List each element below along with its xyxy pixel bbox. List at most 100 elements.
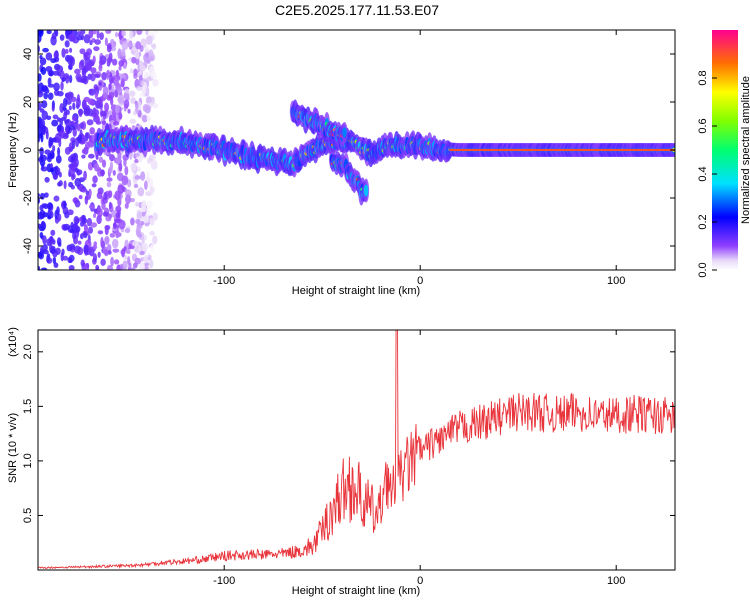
noise-speck xyxy=(96,265,100,270)
noise-speck xyxy=(85,62,92,71)
noise-speck xyxy=(74,200,81,208)
noise-speck xyxy=(55,154,62,164)
noise-speck xyxy=(38,30,44,37)
noise-speck xyxy=(135,51,140,60)
noise-speck xyxy=(90,67,97,74)
noise-speck xyxy=(144,46,149,53)
noise-speck xyxy=(58,171,62,178)
snr-xlabel: Height of straight line (km) xyxy=(292,585,420,597)
noise-speck xyxy=(92,244,98,250)
noise-speck xyxy=(118,113,123,120)
noise-speck xyxy=(42,249,49,255)
noise-speck xyxy=(106,69,111,78)
noise-speck xyxy=(145,86,150,96)
noise-speck xyxy=(38,265,41,270)
x-tick-label: 100 xyxy=(607,575,625,587)
colorbar-tick-label: 0.6 xyxy=(697,118,709,133)
noise-speck xyxy=(73,158,79,168)
noise-speck xyxy=(83,34,91,44)
y-tick-label: 1.0 xyxy=(22,453,34,468)
noise-speck xyxy=(148,49,154,57)
spectrogram-ticks: -100 0 100 -40 -20 0 20 40 xyxy=(22,30,675,287)
noise-speck xyxy=(97,251,101,258)
noise-speck xyxy=(115,212,121,219)
noise-speck xyxy=(50,35,57,46)
noise-speck xyxy=(40,66,47,75)
noise-speck xyxy=(143,235,147,241)
colorbar-tick-label: 0.4 xyxy=(697,166,709,181)
noise-speck xyxy=(104,248,109,257)
noise-speck xyxy=(151,43,157,50)
x-tick-label: -100 xyxy=(213,575,235,587)
noise-speck xyxy=(71,174,75,181)
noise-speck xyxy=(134,175,142,180)
noise-speck xyxy=(136,30,143,36)
noise-speck xyxy=(112,58,118,66)
noise-speck xyxy=(63,73,70,80)
noise-speck xyxy=(141,40,147,46)
noise-speck xyxy=(79,48,86,55)
noise-speck xyxy=(64,119,70,124)
noise-speck xyxy=(96,115,100,125)
x-tick-label: 0 xyxy=(417,575,423,587)
noise-speck xyxy=(68,265,75,270)
noise-speck xyxy=(109,74,113,85)
noise-speck xyxy=(40,166,48,172)
noise-speck xyxy=(52,256,57,265)
noise-speck xyxy=(40,267,48,270)
noise-speck xyxy=(131,56,137,64)
colorbar-tick-label: 0.8 xyxy=(697,70,709,85)
noise-speck xyxy=(49,210,54,219)
spectrogram-xlabel: Height of straight line (km) xyxy=(292,285,420,297)
noise-speck xyxy=(92,55,96,64)
noise-speck xyxy=(96,97,102,104)
noise-speck xyxy=(111,42,117,48)
noise-speck xyxy=(39,192,45,200)
noise-speck xyxy=(65,30,73,36)
noise-speck xyxy=(41,100,48,109)
noise-speck xyxy=(53,82,60,91)
noise-speck xyxy=(130,162,137,172)
colorbar-tick-label: 0.2 xyxy=(697,214,709,229)
y-tick-label: 1.5 xyxy=(22,399,34,414)
noise-speck xyxy=(121,48,126,57)
noise-speck xyxy=(50,137,57,143)
noise-speck xyxy=(64,125,69,134)
noise-speck xyxy=(70,156,75,163)
noise-speck xyxy=(145,77,152,82)
noise-speck xyxy=(90,222,98,228)
noise-speck xyxy=(47,202,53,210)
colorbar-label: Normalized spectral amplitude xyxy=(740,76,750,224)
noise-speck xyxy=(84,141,90,151)
noise-speck xyxy=(135,201,139,207)
noise-speck xyxy=(59,103,65,114)
noise-speck xyxy=(59,70,65,80)
noise-speck xyxy=(127,41,132,48)
noise-speck xyxy=(45,65,53,72)
noise-speck xyxy=(144,104,151,114)
noise-speck xyxy=(76,34,83,41)
noise-speck xyxy=(111,109,117,118)
noise-speck xyxy=(76,31,82,36)
noise-speck xyxy=(71,139,76,150)
noise-speck xyxy=(69,47,73,53)
noise-speck xyxy=(74,177,82,187)
snr-chart: -100 0 100 0.5 1.0 1.5 2.0 (x10⁴) Height of st… xyxy=(7,327,676,597)
noise-speck xyxy=(100,258,106,266)
noise-speck xyxy=(134,101,139,110)
noise-speck xyxy=(50,229,56,236)
noise-speck xyxy=(104,236,110,245)
noise-speck xyxy=(120,78,125,88)
noise-speck xyxy=(112,121,120,126)
noise-speck xyxy=(135,57,140,66)
noise-speck xyxy=(40,124,46,135)
noise-speck xyxy=(88,204,95,209)
noise-speck xyxy=(113,259,120,265)
noise-speck xyxy=(51,104,55,112)
x-tick-label: -100 xyxy=(213,275,235,287)
noise-speck xyxy=(135,41,142,50)
noise-speck xyxy=(89,127,95,135)
noise-speck xyxy=(63,223,71,231)
noise-speck xyxy=(80,188,88,193)
noise-speck xyxy=(92,213,97,218)
